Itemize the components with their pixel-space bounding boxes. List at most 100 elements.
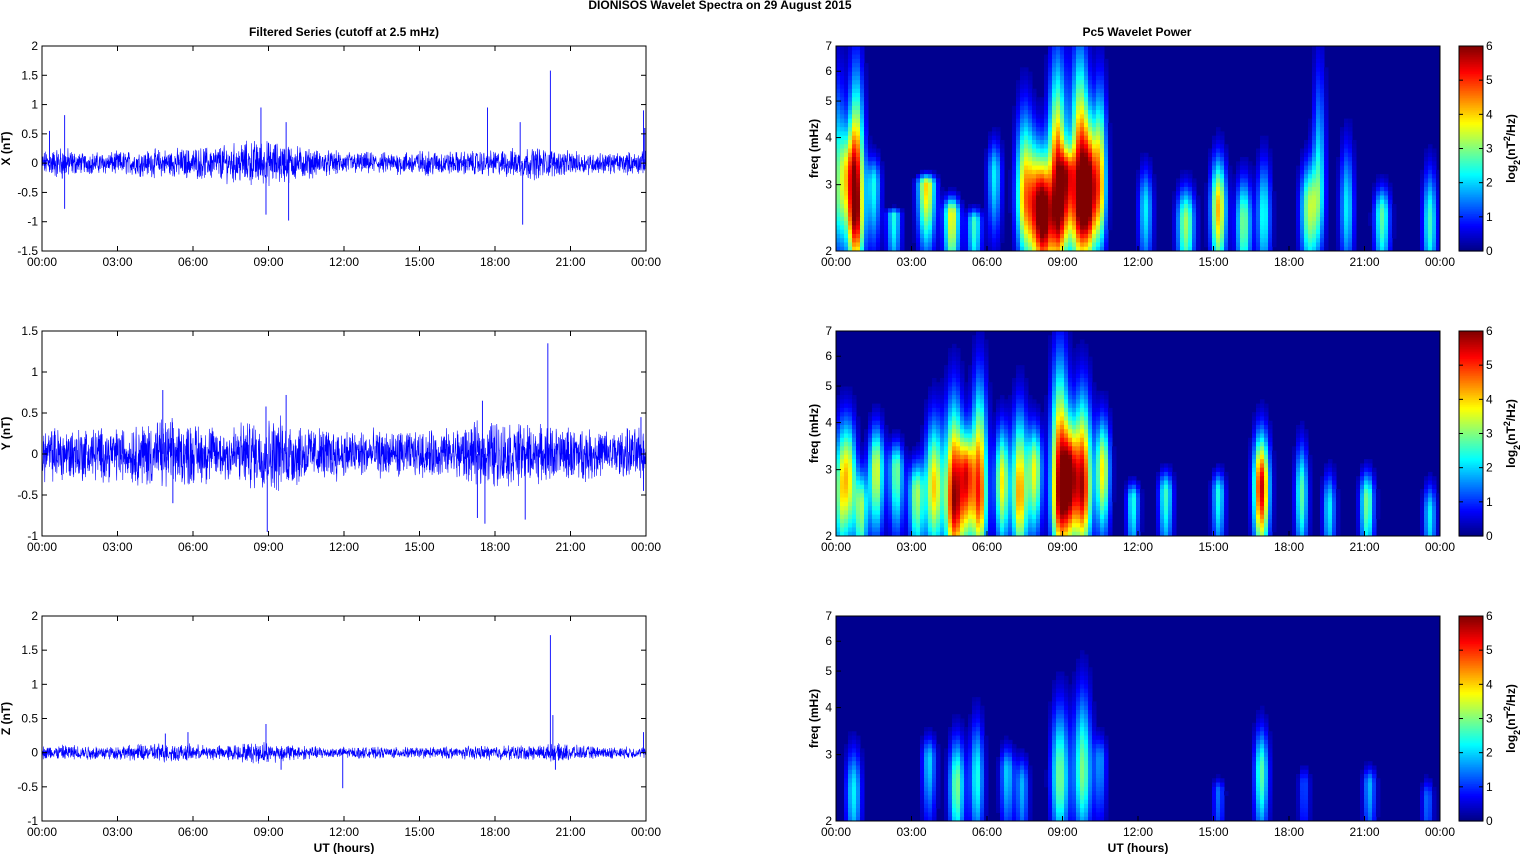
- colorbar-step: [1459, 218, 1483, 221]
- heatmap-cell: [1068, 437, 1073, 443]
- heatmap-cell: [1108, 186, 1113, 192]
- heatmap-cell: [920, 454, 925, 460]
- heatmap-cell: [1040, 195, 1045, 201]
- heatmap-cell: [996, 135, 1001, 141]
- heatmap-cell: [1144, 208, 1149, 214]
- heatmap-cell: [1100, 63, 1105, 68]
- heatmap-cell: [1092, 225, 1097, 231]
- heatmap-cell: [1096, 420, 1101, 426]
- heatmap-cell: [1304, 144, 1309, 149]
- heatmap-cell: [1432, 225, 1437, 231]
- heatmap-cell: [1220, 212, 1225, 218]
- heatmap-cell: [932, 212, 937, 218]
- heatmap-cell: [1188, 186, 1193, 192]
- heatmap-cell: [1220, 225, 1225, 231]
- heatmap-cell: [1336, 165, 1341, 171]
- heatmap-cell: [984, 386, 989, 392]
- heatmap-cell: [1092, 131, 1097, 137]
- heatmap-cell: [1260, 433, 1265, 439]
- heatmap-cell: [1048, 118, 1053, 124]
- heatmap-cell: [1036, 204, 1041, 209]
- heatmap-cell: [1048, 135, 1053, 141]
- x-tick-label: 06:00: [178, 540, 208, 554]
- heatmap-cell: [1016, 114, 1021, 120]
- heatmap-cell: [1024, 122, 1029, 128]
- heatmap-cell: [1180, 208, 1185, 214]
- colorbar-step: [1459, 208, 1483, 211]
- heatmap-cell: [1104, 63, 1109, 68]
- heatmap-cell: [924, 225, 929, 231]
- heatmap-cell: [1008, 433, 1013, 439]
- heatmap-cell: [1264, 169, 1269, 175]
- heatmap-cell: [880, 165, 885, 171]
- heatmap-cell: [836, 437, 841, 443]
- heatmap-cell: [1256, 212, 1261, 218]
- heatmap-cell: [888, 221, 893, 226]
- heatmap-cell: [896, 216, 901, 222]
- heatmap-cell: [1044, 204, 1049, 209]
- heatmap-cell: [1172, 204, 1177, 209]
- heatmap-cell: [1024, 101, 1029, 107]
- heatmap-cell: [1044, 84, 1049, 90]
- heatmap-cell: [880, 161, 885, 167]
- heatmap-cell: [1096, 84, 1101, 90]
- heatmap-cell: [976, 450, 981, 456]
- heatmap-cell: [952, 382, 957, 388]
- heatmap-cell: [968, 225, 973, 231]
- heatmap-cell: [1436, 174, 1441, 179]
- heatmap-cell: [1104, 58, 1109, 64]
- heatmap-cell: [976, 386, 981, 392]
- heatmap-cell: [1304, 429, 1309, 434]
- heatmap-cell: [932, 399, 937, 405]
- heatmap-cell: [1060, 238, 1065, 243]
- heatmap-cell: [1336, 225, 1341, 231]
- heatmap-cell: [1020, 429, 1025, 434]
- colorbar-step: [1459, 95, 1483, 98]
- heatmap-cell: [1244, 233, 1249, 239]
- heatmap-cell: [1052, 110, 1057, 115]
- heatmap-cell: [1056, 437, 1061, 443]
- heatmap-cell: [916, 450, 921, 456]
- heatmap-cell: [1272, 454, 1277, 460]
- heatmap-cell: [1220, 246, 1225, 252]
- heatmap-cell: [1188, 246, 1193, 252]
- heatmap-cell: [892, 454, 897, 460]
- y-axis-label: Z (nT): [0, 702, 13, 735]
- heatmap-cell: [1068, 75, 1073, 81]
- heatmap-cell: [856, 84, 861, 90]
- heatmap-cell: [992, 412, 997, 417]
- heatmap-cell: [936, 182, 941, 188]
- heatmap-cell: [872, 169, 877, 175]
- colorbar-step: [1459, 153, 1483, 156]
- heatmap-cell: [1344, 169, 1349, 175]
- heatmap-cell: [1004, 433, 1009, 439]
- heatmap-cell: [1020, 242, 1025, 248]
- heatmap-cell: [1296, 182, 1301, 188]
- heatmap-cell: [876, 420, 881, 426]
- heatmap-cell: [1388, 191, 1393, 196]
- heatmap-cell: [940, 420, 945, 426]
- heatmap-cell: [1012, 122, 1017, 128]
- heatmap-cell: [844, 212, 849, 218]
- heatmap-cell: [936, 233, 941, 239]
- heatmap-cell: [1224, 144, 1229, 149]
- heatmap-cell: [1240, 191, 1245, 196]
- heatmap-cell: [948, 212, 953, 218]
- heatmap-cell: [836, 208, 841, 214]
- heatmap-cell: [876, 229, 881, 235]
- heatmap-cell: [1100, 80, 1105, 85]
- heatmap-cell: [1348, 221, 1353, 226]
- heatmap-cell: [1344, 131, 1349, 137]
- heatmap-cell: [1240, 157, 1245, 162]
- heatmap-cell: [1052, 122, 1057, 128]
- heatmap-cell: [1000, 420, 1005, 426]
- heatmap-cell: [1076, 127, 1081, 132]
- heatmap-cell: [1036, 174, 1041, 179]
- heatmap-cell: [1064, 199, 1069, 205]
- heatmap-cell: [1300, 233, 1305, 239]
- heatmap-cell: [1100, 122, 1105, 128]
- y-axis-label: Y (nT): [0, 417, 13, 451]
- heatmap-cell: [1256, 169, 1261, 175]
- heatmap-cell: [924, 199, 929, 205]
- heatmap-cell: [912, 195, 917, 201]
